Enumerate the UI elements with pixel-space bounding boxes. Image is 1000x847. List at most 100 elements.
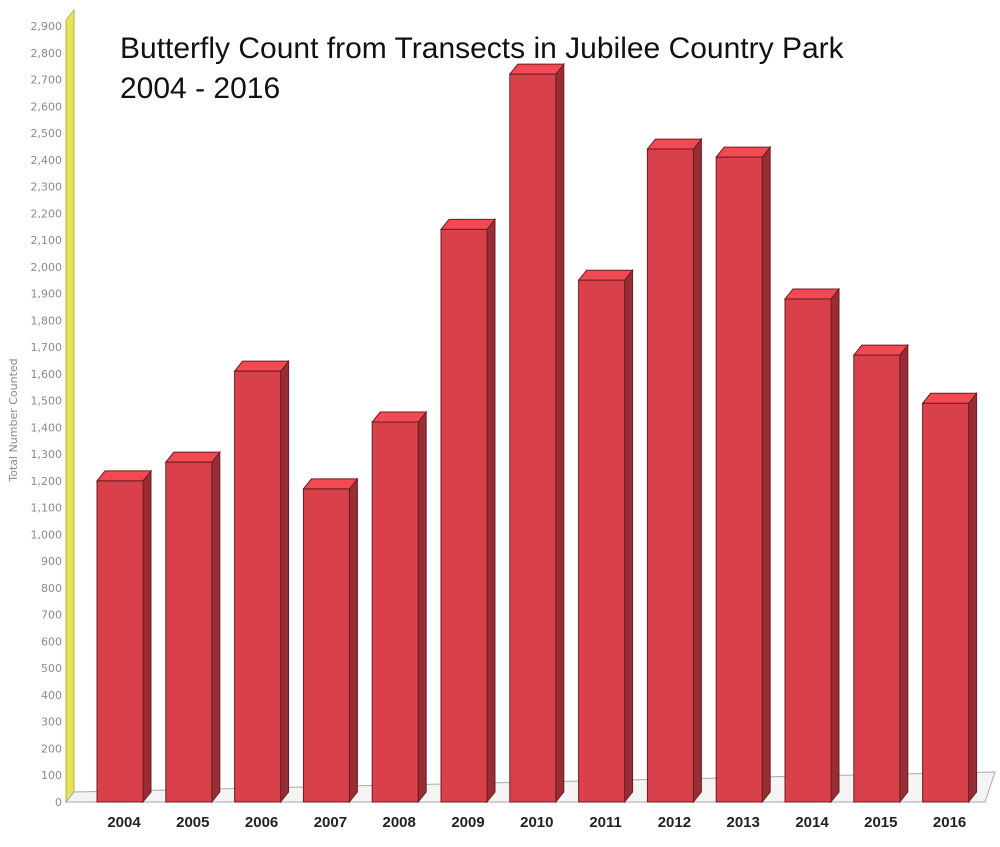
- x-tick-label-2008: 2008: [383, 814, 416, 831]
- x-tick-label-2014: 2014: [795, 814, 829, 831]
- bar-2016: [921, 391, 978, 804]
- bar-front-2006: [234, 370, 282, 803]
- y-tick-label: 1,700: [31, 341, 63, 354]
- bar-2009: [439, 217, 497, 804]
- bar-top-2011: [577, 269, 634, 281]
- bar-side-2005: [211, 450, 221, 804]
- bar-top-2007: [302, 478, 359, 490]
- bar-2014: [783, 287, 841, 804]
- x-tick-label-2009: 2009: [451, 814, 484, 831]
- x-tick-label-2007: 2007: [314, 814, 347, 831]
- bar-2007: [302, 477, 359, 804]
- y-tick-label: 1,300: [31, 448, 63, 461]
- bar-side-2013: [761, 145, 771, 804]
- bar-front-2005: [165, 461, 213, 803]
- bar-2005: [164, 450, 221, 804]
- y-tick-label: 1,600: [31, 368, 63, 381]
- y-tick-label: 2,200: [31, 207, 63, 220]
- bar-front-2007: [302, 488, 350, 803]
- bar-front-2013: [715, 156, 763, 803]
- bar-side-2012: [692, 137, 702, 804]
- bar-top-2015: [852, 344, 909, 356]
- y-tick-labels: 0 100 200 300 400 500 600 700 800 900 1,000 1,100 1,…: [31, 20, 63, 809]
- y-tick-label: 200: [41, 742, 62, 755]
- bar-2015: [852, 343, 909, 804]
- bar-front-2010: [509, 73, 557, 803]
- x-tick-label-2013: 2013: [727, 814, 760, 831]
- x-tick-labels: 2004 2005 2006 2007 2008 2009 2010 2011 2012 2013…: [107, 814, 966, 831]
- bar-2011: [577, 268, 634, 804]
- y-tick-label: 2,400: [31, 154, 63, 167]
- bar-top-2004: [95, 470, 153, 482]
- bar-side-2007: [348, 477, 358, 804]
- y-tick-label: 2,600: [31, 100, 63, 113]
- y-tick-label: 1,800: [31, 314, 63, 327]
- bar-top-2005: [164, 451, 221, 463]
- y-tick-label: 0: [55, 796, 62, 809]
- bar-top-2013: [715, 146, 772, 158]
- chart-title-line-1: Butterfly Count from Transects in Jubile…: [120, 32, 845, 65]
- bar-top-2009: [439, 218, 497, 230]
- bar-side-2008: [417, 410, 427, 804]
- y-tick-label: 700: [41, 609, 62, 622]
- x-tick-label-2016: 2016: [933, 814, 966, 831]
- bars: [95, 62, 978, 804]
- bar-side-2015: [899, 343, 909, 804]
- y-tick-label: 1,400: [31, 421, 63, 434]
- bar-top-2008: [371, 411, 428, 423]
- bar-side-2009: [486, 217, 496, 804]
- y-axis-wall-face: [65, 8, 75, 804]
- y-tick-label: 800: [41, 582, 62, 595]
- bar-front-2004: [96, 480, 144, 803]
- y-tick-label: 1,200: [31, 475, 63, 488]
- y-axis-wall: [65, 8, 75, 804]
- bar-top-2010: [508, 63, 565, 75]
- y-tick-label: 400: [41, 689, 62, 702]
- bar-top-2006: [233, 360, 290, 372]
- y-axis-label: Total Number Counted: [7, 358, 20, 482]
- y-tick-label: 500: [41, 662, 62, 675]
- y-tick-label: 2,900: [31, 20, 63, 33]
- bar-side-2011: [624, 268, 634, 804]
- bar-2006: [233, 359, 290, 804]
- bar-side-2014: [830, 287, 840, 804]
- bar-top-2016: [921, 392, 978, 404]
- bar-top-2014: [783, 288, 841, 300]
- bar-front-2014: [784, 298, 832, 803]
- bar-front-2015: [853, 354, 901, 803]
- y-tick-label: 2,100: [31, 234, 63, 247]
- bar-side-2006: [280, 359, 290, 804]
- y-tick-label: 2,300: [31, 181, 63, 194]
- bar-2013: [715, 145, 772, 804]
- bar-front-2009: [440, 228, 488, 803]
- y-tick-label: 1,900: [31, 288, 63, 301]
- chart-title-line-2: 2004 - 2016: [120, 72, 280, 105]
- y-tick-label: 2,500: [31, 127, 63, 140]
- y-tick-label: 900: [41, 555, 62, 568]
- y-tick-label: 1,100: [31, 502, 63, 515]
- bar-side-2010: [555, 62, 565, 804]
- bar-front-2012: [646, 148, 694, 803]
- y-tick-label: 300: [41, 716, 62, 729]
- y-tick-label: 2,000: [31, 261, 63, 274]
- y-tick-label: 1,500: [31, 395, 63, 408]
- bar-front-2016: [922, 402, 970, 803]
- x-tick-label-2011: 2011: [589, 814, 622, 831]
- x-tick-label-2015: 2015: [864, 814, 897, 831]
- x-tick-label-2010: 2010: [520, 814, 553, 831]
- bar-top-2012: [646, 138, 703, 150]
- x-tick-label-2012: 2012: [658, 814, 691, 831]
- y-tick-label: 1,000: [31, 528, 63, 541]
- bar-side-2016: [968, 391, 978, 804]
- x-tick-label-2006: 2006: [245, 814, 278, 831]
- bar-front-2011: [578, 279, 626, 803]
- y-tick-label: 2,800: [31, 47, 63, 60]
- x-tick-label-2004: 2004: [107, 814, 141, 831]
- bar-front-2008: [371, 421, 419, 803]
- bar-2010: [508, 62, 565, 804]
- y-tick-label: 100: [41, 769, 62, 782]
- bar-2012: [646, 137, 703, 804]
- y-tick-label: 600: [41, 635, 62, 648]
- bar-side-2004: [142, 469, 152, 804]
